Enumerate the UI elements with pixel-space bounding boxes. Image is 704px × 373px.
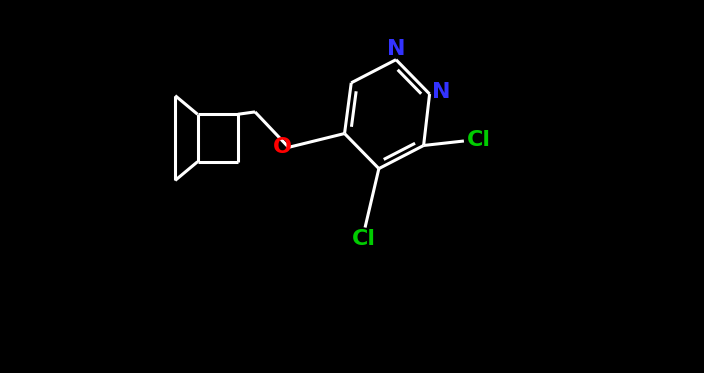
Text: Cl: Cl [352,229,377,249]
Text: O: O [272,137,291,157]
Text: N: N [432,82,450,102]
Text: N: N [386,39,406,59]
Text: Cl: Cl [467,130,491,150]
